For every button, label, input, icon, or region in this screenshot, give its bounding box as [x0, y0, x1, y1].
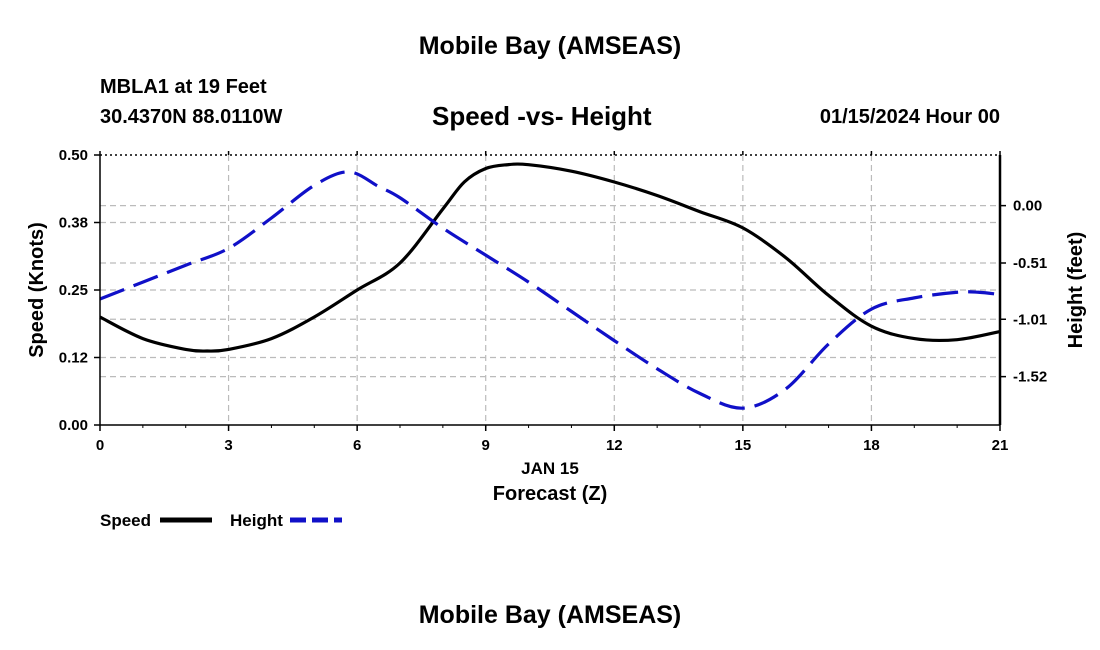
series-line-speed: [99, 162, 1001, 353]
x-tick-label-3: 9: [482, 437, 490, 454]
datetime-label: 01/15/2024 Hour 00: [819, 106, 1000, 128]
y-right-tick-label-2: -1.01: [1013, 311, 1047, 328]
y-tick-label-4: 0.50: [59, 147, 88, 164]
x-tick-label-6: 18: [863, 437, 880, 454]
footer-title: Mobile Bay (AMSEAS): [418, 601, 682, 629]
grid: [100, 155, 1000, 425]
y-right-tick-label-3: -1.52: [1013, 369, 1047, 386]
axis-labels: JAN 15 Forecast (Z) Speed (Knots) Height…: [26, 222, 1087, 505]
page-title: Mobile Bay (AMSEAS): [418, 32, 682, 60]
series-lines: [99, 162, 1001, 410]
x-axis-title: Forecast (Z): [493, 483, 607, 505]
coordinates-label: 30.4370N 88.0110W: [100, 106, 283, 128]
x-tick-label-1: 3: [224, 437, 232, 454]
x-tick-label-4: 12: [606, 437, 623, 454]
legend-label-height: Height: [230, 511, 283, 530]
y-tick-label-3: 0.38: [59, 215, 88, 232]
station-label: MBLA1 at 19 Feet: [100, 76, 267, 98]
y-tick-label-2: 0.25: [59, 282, 88, 299]
x-tick-label-7: 21: [992, 437, 1009, 454]
series-line-height: [99, 170, 1001, 410]
y-right-tick-label-0: 0.00: [1013, 198, 1042, 215]
chart-title: Speed -vs- Height: [432, 101, 652, 131]
legend: Speed Height: [100, 511, 342, 530]
tick-marks: 0 3 6 9 12 15 18 21 0.00 0.12 0.25 0.38 0.50 0.00 -0.5…: [59, 147, 1047, 454]
y-tick-label-0: 0.00: [59, 417, 88, 434]
x-tick-label-2: 6: [353, 437, 361, 454]
x-axis-date-label: JAN 15: [521, 459, 579, 478]
y-axis-title-right: Height (feet): [1065, 232, 1087, 349]
y-axis-title-left: Speed (Knots): [26, 222, 48, 358]
y-tick-label-1: 0.12: [59, 350, 88, 367]
x-tick-label-5: 15: [735, 437, 752, 454]
y-right-tick-label-1: -0.51: [1013, 255, 1047, 272]
legend-label-speed: Speed: [100, 511, 151, 530]
x-tick-label-0: 0: [96, 437, 104, 454]
